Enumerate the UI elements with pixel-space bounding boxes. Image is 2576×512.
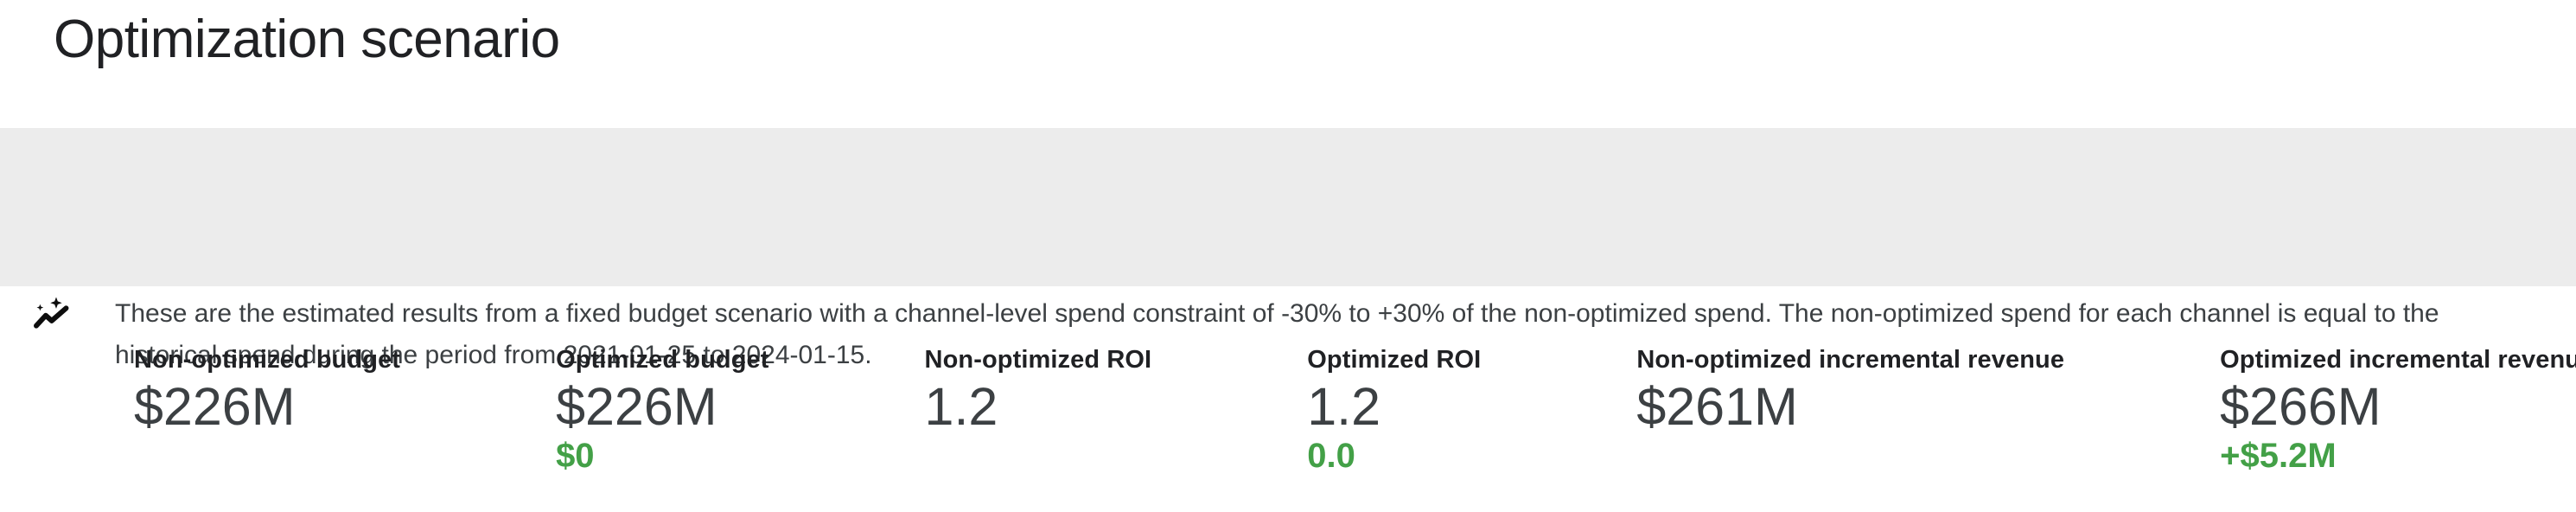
metric-label: Optimized ROI [1307,346,1482,374]
metric-card-non-optimized-incremental-revenue: Non-optimized incremental revenue $261M [1636,345,2064,474]
metric-card-optimized-budget: Optimized budget $226M $0 [556,345,768,474]
metric-value: 1.2 [1307,377,1381,436]
metric-label: Non-optimized ROI [924,346,1152,374]
metric-value: $226M [134,377,296,436]
metric-label: Non-optimized budget [134,346,401,374]
auto-graph-icon [32,295,72,335]
metric-value: $266M [2220,377,2382,436]
metric-label: Optimized incremental revenue [2220,346,2576,374]
metric-delta: 0.0 [1307,437,1355,475]
metric-card-non-optimized-roi: Non-optimized ROI 1.2 [925,345,1152,474]
metric-value: 1.2 [924,377,998,436]
metric-delta: $0 [556,437,595,475]
page-title: Optimization scenario [54,10,560,69]
metric-card-non-optimized-budget: Non-optimized budget $226M [134,345,400,474]
metric-value: $261M [1636,377,1798,436]
metric-label: Non-optimized incremental revenue [1636,346,2065,374]
metric-delta: +$5.2M [2220,437,2337,475]
info-banner-text: These are the estimated results from a f… [115,299,2439,369]
metric-card-optimized-roi: Optimized ROI 1.2 0.0 [1307,345,1481,474]
metric-value: $226M [556,377,717,436]
metric-label: Optimized budget [556,346,769,374]
metrics-row: Non-optimized budget $226M Optimized bud… [134,345,2576,474]
metric-card-optimized-incremental-revenue: Optimized incremental revenue $266M +$5.… [2220,345,2576,474]
info-banner: These are the estimated results from a f… [0,128,2576,369]
